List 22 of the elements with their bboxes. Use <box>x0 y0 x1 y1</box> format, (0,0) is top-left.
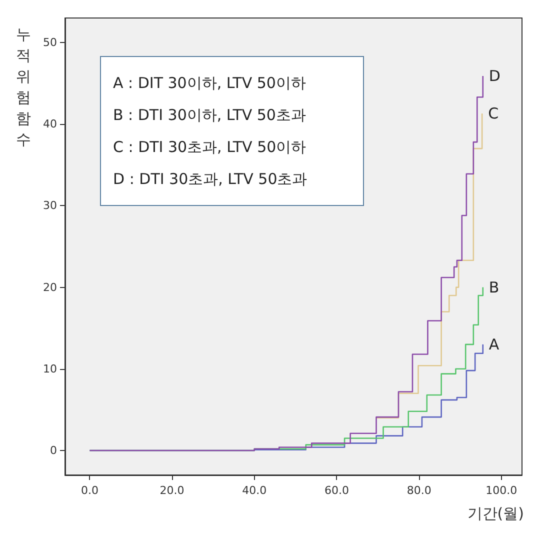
y-tick-label: 10 <box>43 362 57 376</box>
y-axis-title: 누적위험함수 <box>16 26 31 148</box>
x-tick-label: 20.0 <box>160 484 184 497</box>
series-label: D <box>488 66 500 85</box>
annotation: C : DTI 30초과, LTV 50이하 <box>113 137 308 158</box>
x-tick-label: 40.0 <box>242 484 267 497</box>
x-axis-title: 기간(월) <box>467 504 524 522</box>
y-tick-label: 20 <box>43 280 57 294</box>
x-tick-label: 100.0 <box>486 484 518 497</box>
y-tick-label: 30 <box>43 199 57 212</box>
annotation: D : DTI 30초과, LTV 50초과 <box>113 169 308 190</box>
series-label: C <box>488 104 499 122</box>
y-tick-label: 50 <box>43 36 57 49</box>
x-tick-label: 0.0 <box>80 484 98 497</box>
y-tick-label: 40 <box>43 118 57 131</box>
y-tick-label: 0 <box>50 444 57 458</box>
x-tick-label: 60.0 <box>324 484 349 497</box>
x-tick-label: 80.0 <box>406 484 432 497</box>
series-label: B <box>488 278 500 296</box>
series-label: A <box>488 335 500 354</box>
annotation: B : DTI 30이하, LTV 50초과 <box>113 105 307 126</box>
annotation: A : DIT 30이하, LTV 50이하 <box>113 73 307 94</box>
